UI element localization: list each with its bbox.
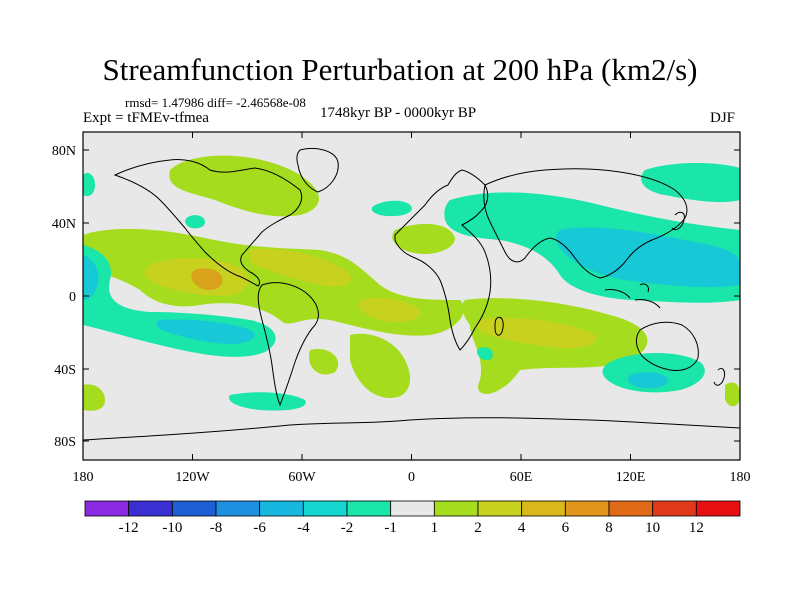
coast-south-america xyxy=(257,282,319,407)
neg-region-north-pacific-arctic xyxy=(83,173,95,197)
coast-antarctica xyxy=(82,417,741,441)
colorbar-label: -6 xyxy=(253,520,266,536)
colorbar-swatch xyxy=(84,500,130,517)
coastlines xyxy=(82,148,741,441)
x-tick-label: 180 xyxy=(73,470,94,485)
y-tick-label: 40N xyxy=(52,217,76,232)
colorbar-label: 2 xyxy=(474,520,482,536)
coast-japan xyxy=(671,211,685,231)
colorbar-swatch xyxy=(171,500,217,517)
y-axis: 80N 40N 0 40S 80S xyxy=(52,144,740,450)
coast-greenland xyxy=(296,148,339,193)
colorbar-swatch xyxy=(564,500,610,517)
pos-region-south-pacific-west xyxy=(83,384,105,411)
colorbar-swatch xyxy=(346,500,392,517)
colorbar-swatch xyxy=(652,500,697,517)
neg-region-arctic-east xyxy=(641,163,740,203)
x-axis: 180 120W 60W 0 60E 120E 180 xyxy=(73,132,751,485)
y-tick-label: 80N xyxy=(52,144,76,159)
stats-label: rmsd= 1.47986 diff= -2.46568e-08 xyxy=(125,95,306,110)
neg2-region-australia-core xyxy=(627,372,668,389)
x-tick-label: 180 xyxy=(730,470,751,485)
colorbar-swatch xyxy=(302,500,348,517)
colorbar-swatch xyxy=(128,500,173,517)
colorbar-swatch xyxy=(433,500,479,517)
colorbar-swatch xyxy=(695,500,741,517)
coast-new-zealand xyxy=(713,367,725,386)
season-label: DJF xyxy=(710,110,736,126)
pos-region-south-atlantic xyxy=(350,333,410,398)
period-label: 1748kyr BP - 0000kyr BP xyxy=(320,105,477,121)
colorbar-label: 4 xyxy=(518,520,526,536)
x-tick-label: 60E xyxy=(510,470,533,485)
colorbar-label: 6 xyxy=(562,520,570,536)
colorbar-label: -8 xyxy=(210,520,223,536)
coast-indonesia xyxy=(604,283,661,309)
coast-madagascar xyxy=(494,316,504,336)
coast-europe-africa xyxy=(394,169,492,351)
experiment-label: Expt = tFMEv-tfmea xyxy=(83,110,209,126)
colorbar-label: -2 xyxy=(341,520,354,536)
colorbar-swatch xyxy=(608,500,654,517)
neg-region-atlantic-north xyxy=(371,200,412,217)
pos-region-africa-north xyxy=(392,223,455,255)
coast-asia xyxy=(483,168,688,279)
pos2-region-south-atlantic-center xyxy=(358,298,421,322)
y-tick-label: 0 xyxy=(69,290,76,305)
map-title: Streamfunction Perturbation at 200 hPa (… xyxy=(102,52,698,87)
colorbar-swatch xyxy=(390,500,435,517)
pos-region-west-atlantic-south xyxy=(309,349,339,375)
neg-region-indian-small xyxy=(476,347,493,361)
x-tick-label: 0 xyxy=(408,470,415,485)
neg-region-south-atlantic-band xyxy=(229,392,306,411)
colorbar-swatch xyxy=(521,500,566,517)
colorbar-label: 10 xyxy=(645,520,660,536)
x-tick-label: 120E xyxy=(616,470,646,485)
colorbar-swatch xyxy=(215,500,261,517)
colorbar-swatch xyxy=(477,500,523,517)
colorbar-swatch xyxy=(259,500,304,517)
pos3-region-core xyxy=(191,268,223,291)
y-tick-label: 40S xyxy=(54,363,76,378)
coast-australia xyxy=(635,321,699,371)
colorbar-label: -10 xyxy=(162,520,182,536)
neg2-region-south-pacific-core xyxy=(156,319,255,345)
pos2-region-atlantic xyxy=(250,248,351,287)
y-tick-label: 80S xyxy=(54,435,76,450)
pos-region-north-america xyxy=(169,155,319,217)
x-tick-label: 60W xyxy=(288,470,316,485)
field-layer xyxy=(83,132,740,460)
colorbar-label: -4 xyxy=(297,520,310,536)
neg-region-pacific-small xyxy=(185,215,205,229)
colorbar-label: 12 xyxy=(689,520,704,536)
x-tick-label: 120W xyxy=(175,470,210,485)
pos2-region-south-africa xyxy=(476,318,596,349)
neg2-region-east-pacific-core xyxy=(83,255,99,300)
colorbar-label: -12 xyxy=(119,520,139,536)
colorbar-label: -1 xyxy=(384,520,397,536)
neg2-region-west-pacific-core xyxy=(556,227,740,288)
colorbar: -12 -10 -8 -6 -4 -2 -1 1 2 4 6 8 10 12 xyxy=(84,500,741,536)
coast-north-america xyxy=(113,159,303,287)
pos-region-south-pacific-east xyxy=(725,382,740,407)
colorbar-label: 1 xyxy=(431,520,439,536)
colorbar-label: 8 xyxy=(605,520,613,536)
